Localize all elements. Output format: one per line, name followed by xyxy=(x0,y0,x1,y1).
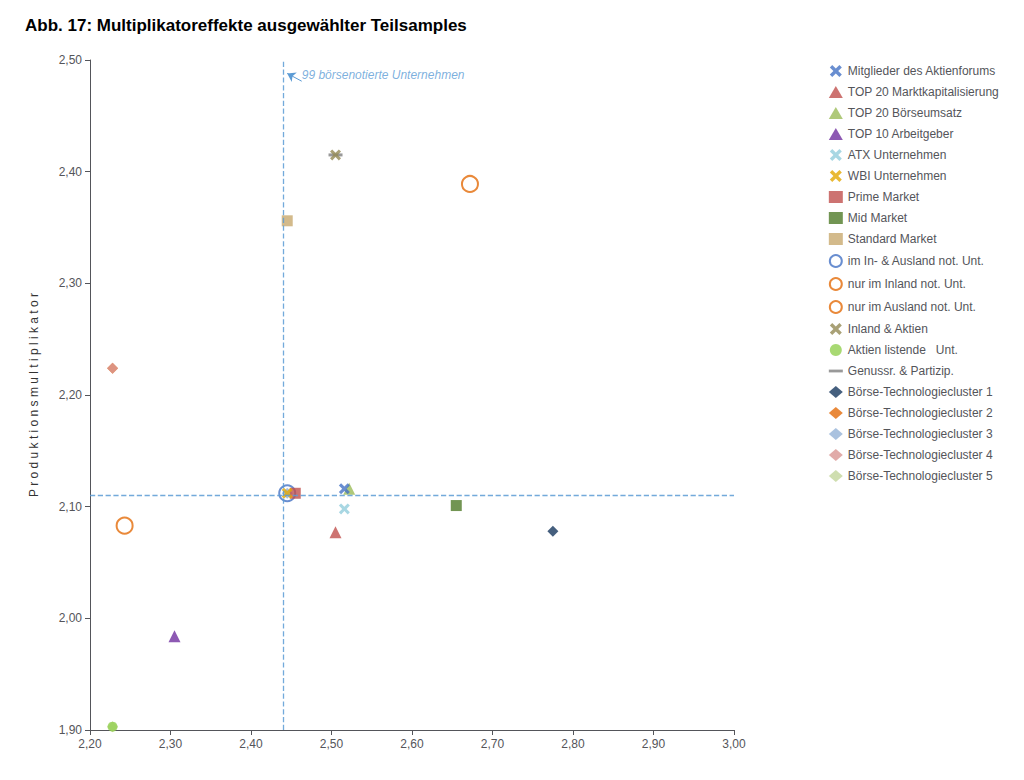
svg-text:2,10: 2,10 xyxy=(59,500,83,514)
svg-text:TOP 10 Arbeitgeber: TOP 10 Arbeitgeber xyxy=(848,127,954,141)
svg-text:1,90: 1,90 xyxy=(59,723,83,737)
svg-text:2,30: 2,30 xyxy=(159,737,183,751)
svg-text:2,70: 2,70 xyxy=(481,737,505,751)
svg-text:2,50: 2,50 xyxy=(59,53,83,67)
svg-text:Standard Market: Standard Market xyxy=(848,232,937,246)
svg-text:WBI Unternehmen: WBI Unternehmen xyxy=(848,169,947,183)
svg-text:TOP 20 Börseumsatz: TOP 20 Börseumsatz xyxy=(848,106,962,120)
svg-text:nur im Ausland not. Unt.: nur im Ausland not. Unt. xyxy=(848,300,976,314)
svg-text:P r o d u k t i o n s m u l t: P r o d u k t i o n s m u l t i p l i k … xyxy=(27,293,41,497)
svg-text:99 börsenotierte Unternehmen: 99 börsenotierte Unternehmen xyxy=(302,68,465,82)
svg-text:Börse-Technologiecluster 4: Börse-Technologiecluster 4 xyxy=(848,448,993,462)
svg-text:3,00: 3,00 xyxy=(722,737,746,751)
svg-text:2,40: 2,40 xyxy=(239,737,263,751)
svg-text:ATX Unternehmen: ATX Unternehmen xyxy=(848,148,947,162)
svg-text:Aktien listende Unt.: Aktien listende Unt. xyxy=(848,343,958,357)
svg-text:Börse-Technologiecluster 1: Börse-Technologiecluster 1 xyxy=(848,385,993,399)
svg-text:Börse-Technologiecluster 3: Börse-Technologiecluster 3 xyxy=(848,427,993,441)
svg-text:Mid Market: Mid Market xyxy=(848,211,908,225)
svg-text:Mitglieder des Aktienforums: Mitglieder des Aktienforums xyxy=(848,64,995,78)
svg-text:2,40: 2,40 xyxy=(59,165,83,179)
svg-text:Inland & Aktien: Inland & Aktien xyxy=(848,322,928,336)
svg-text:2,80: 2,80 xyxy=(561,737,585,751)
svg-text:nur im Inland not. Unt.: nur im Inland not. Unt. xyxy=(848,277,966,291)
svg-text:Prime Market: Prime Market xyxy=(848,190,920,204)
svg-text:2,20: 2,20 xyxy=(78,737,102,751)
svg-text:im In- & Ausland not. Unt.: im In- & Ausland not. Unt. xyxy=(848,254,984,268)
svg-text:Abb. 17: Multiplikatoreffekte: Abb. 17: Multiplikatoreffekte ausgewählt… xyxy=(25,16,467,35)
svg-text:2,60: 2,60 xyxy=(400,737,424,751)
svg-text:2,30: 2,30 xyxy=(59,276,83,290)
svg-text:Börse-Technologiecluster 2: Börse-Technologiecluster 2 xyxy=(848,406,993,420)
svg-text:Börse-Technologiecluster 5: Börse-Technologiecluster 5 xyxy=(848,469,993,483)
svg-text:2,20: 2,20 xyxy=(59,388,83,402)
svg-text:Genussr. & Partizip.: Genussr. & Partizip. xyxy=(848,364,954,378)
svg-text:2,50: 2,50 xyxy=(320,737,344,751)
svg-text:2,00: 2,00 xyxy=(59,611,83,625)
svg-text:2,90: 2,90 xyxy=(642,737,666,751)
svg-text:TOP 20 Marktkapitalisierung: TOP 20 Marktkapitalisierung xyxy=(848,85,999,99)
